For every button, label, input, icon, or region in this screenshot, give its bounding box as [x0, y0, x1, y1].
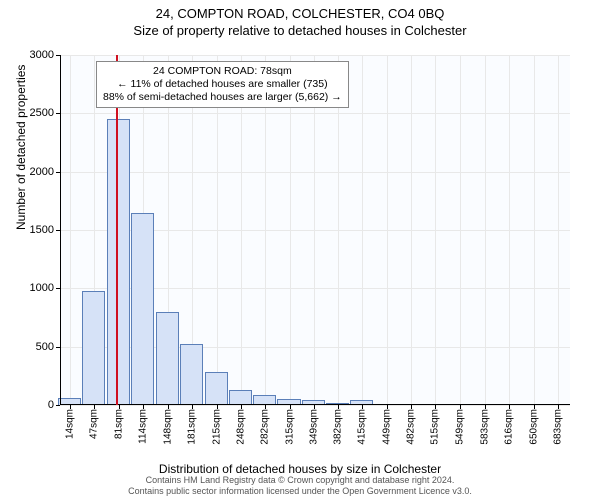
ytick-label: 500: [36, 341, 54, 353]
footer-line1: Contains HM Land Registry data © Crown c…: [0, 475, 600, 487]
gridline-v: [387, 55, 388, 405]
xtick-label: 81sqm: [114, 409, 125, 439]
annotation-line3: 88% of semi-detached houses are larger (…: [103, 91, 342, 104]
histogram-bar: [229, 390, 252, 405]
histogram-bar: [131, 213, 154, 406]
gridline-v: [460, 55, 461, 405]
ytick-label: 3000: [30, 49, 54, 61]
xtick-label: 449sqm: [382, 409, 393, 445]
gridline-v: [362, 55, 363, 405]
xtick-label: 349sqm: [309, 409, 320, 445]
xtick-label: 148sqm: [162, 409, 173, 445]
histogram-bar: [180, 344, 203, 405]
xtick-label: 215sqm: [211, 409, 222, 445]
title-subtitle: Size of property relative to detached ho…: [0, 23, 600, 38]
ytick-label: 1000: [30, 282, 54, 294]
xtick-label: 14sqm: [65, 409, 76, 439]
xtick-label: 248sqm: [235, 409, 246, 445]
xtick-label: 47sqm: [89, 409, 100, 439]
footer-line2: Contains public sector information licen…: [0, 486, 600, 498]
ytick-label: 2500: [30, 107, 54, 119]
xtick-label: 315sqm: [284, 409, 295, 445]
y-axis-label: Number of detached properties: [14, 65, 28, 230]
xtick-label: 549sqm: [454, 409, 465, 445]
xtick-label: 515sqm: [430, 409, 441, 445]
chart-plot-area: 05001000150020002500300014sqm47sqm81sqm1…: [60, 55, 570, 405]
xtick-label: 616sqm: [503, 409, 514, 445]
x-axis-line: [60, 404, 570, 405]
gridline-v: [509, 55, 510, 405]
xtick-label: 282sqm: [260, 409, 271, 445]
ytick-label: 2000: [30, 166, 54, 178]
histogram-bar: [82, 291, 105, 405]
histogram-bar: [205, 372, 228, 405]
annotation-line2: ← 11% of detached houses are smaller (73…: [103, 78, 342, 91]
xtick-label: 583sqm: [479, 409, 490, 445]
xtick-label: 482sqm: [406, 409, 417, 445]
xtick-label: 382sqm: [333, 409, 344, 445]
xtick-label: 650sqm: [528, 409, 539, 445]
ytick-label: 1500: [30, 224, 54, 236]
xtick-label: 114sqm: [138, 409, 149, 444]
gridline-v: [558, 55, 559, 405]
histogram-bar: [156, 312, 179, 405]
chart-title-block: 24, COMPTON ROAD, COLCHESTER, CO4 0BQ Si…: [0, 0, 600, 38]
xtick-label: 415sqm: [357, 409, 368, 445]
gridline-v: [534, 55, 535, 405]
annotation-box: 24 COMPTON ROAD: 78sqm ← 11% of detached…: [96, 61, 349, 108]
xtick-label: 683sqm: [552, 409, 563, 445]
footer-attribution: Contains HM Land Registry data © Crown c…: [0, 475, 600, 498]
xtick-label: 181sqm: [186, 409, 197, 445]
histogram-bar: [107, 119, 130, 405]
ytick-mark: [56, 405, 60, 406]
gridline-v: [70, 55, 71, 405]
ytick-label: 0: [48, 399, 54, 411]
y-axis-line: [60, 55, 61, 405]
gridline-v: [485, 55, 486, 405]
title-address: 24, COMPTON ROAD, COLCHESTER, CO4 0BQ: [0, 6, 600, 21]
annotation-line1: 24 COMPTON ROAD: 78sqm: [103, 65, 342, 78]
gridline-v: [411, 55, 412, 405]
gridline-v: [435, 55, 436, 405]
